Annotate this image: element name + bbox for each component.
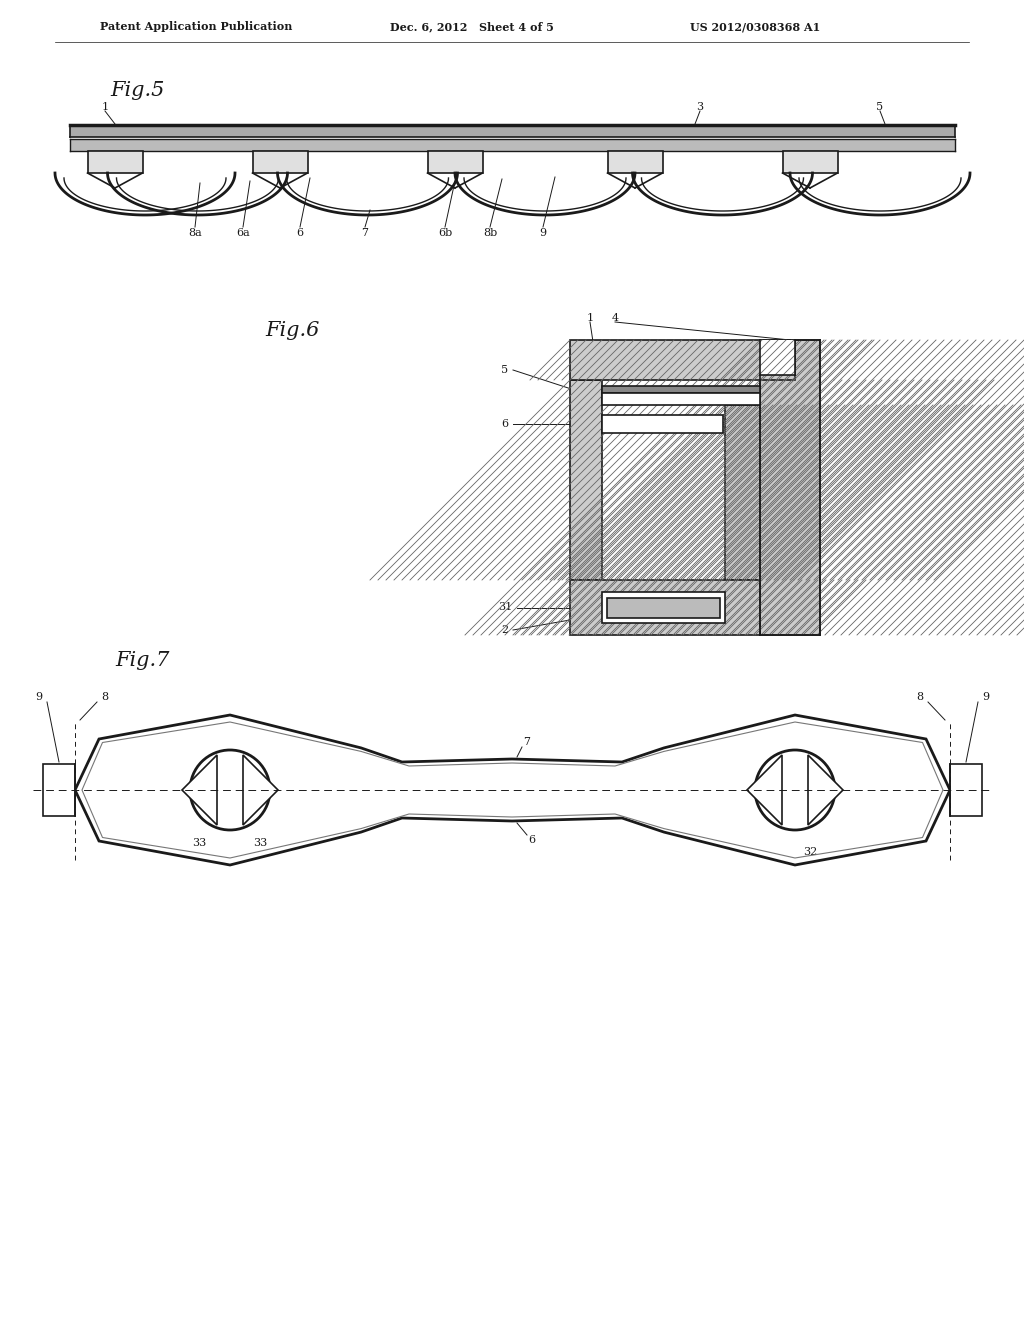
Bar [253,150,307,173]
Text: 8: 8 [101,692,109,702]
Bar [602,393,760,405]
Text: Patent Application Publication: Patent Application Publication [100,21,293,33]
Text: 9: 9 [982,692,989,702]
Text: 1: 1 [101,102,109,112]
Text: 33: 33 [253,838,267,847]
Text: 7: 7 [523,737,530,747]
Bar [607,150,663,173]
Polygon shape [75,715,950,865]
Bar [950,764,982,816]
Text: 32: 32 [803,847,817,857]
Text: 6: 6 [502,418,509,429]
Bar [602,414,723,433]
Text: 9: 9 [36,692,43,702]
Bar [43,764,75,816]
Text: 6b: 6b [438,228,453,238]
Text: 6a: 6a [237,228,250,238]
Text: 3: 3 [696,102,703,112]
Text: 9: 9 [540,228,547,238]
Text: 8a: 8a [188,228,202,238]
Text: 4: 4 [611,313,618,323]
Text: 31: 31 [498,602,512,612]
Text: Fig.6: Fig.6 [265,321,319,339]
Text: US 2012/0308368 A1: US 2012/0308368 A1 [690,21,820,33]
Text: 5: 5 [877,102,884,112]
Bar [782,150,838,173]
Bar [607,598,720,618]
Polygon shape [808,755,843,825]
Polygon shape [182,755,217,825]
Text: 6: 6 [528,836,536,845]
Text: 8: 8 [916,692,924,702]
Text: Fig.5: Fig.5 [110,81,165,99]
Text: 7: 7 [361,228,369,238]
Polygon shape [243,755,278,825]
Bar [70,125,955,137]
Text: Fig.7: Fig.7 [115,651,169,669]
Bar [602,591,725,623]
Bar [570,341,795,380]
Bar [427,150,482,173]
Text: 2: 2 [502,624,509,635]
Text: 33: 33 [193,838,207,847]
Bar [725,405,760,579]
Text: 1: 1 [587,313,594,323]
Text: 8b: 8b [483,228,497,238]
Circle shape [190,750,270,830]
Text: 6: 6 [296,228,303,238]
Polygon shape [746,755,782,825]
Bar [602,385,760,393]
Bar [570,380,602,579]
Bar [70,139,955,150]
Text: Dec. 6, 2012   Sheet 4 of 5: Dec. 6, 2012 Sheet 4 of 5 [390,21,554,33]
Circle shape [755,750,835,830]
Text: 5: 5 [502,366,509,375]
Bar [760,341,795,375]
Bar [570,579,760,635]
Bar [87,150,142,173]
Bar [760,341,820,635]
